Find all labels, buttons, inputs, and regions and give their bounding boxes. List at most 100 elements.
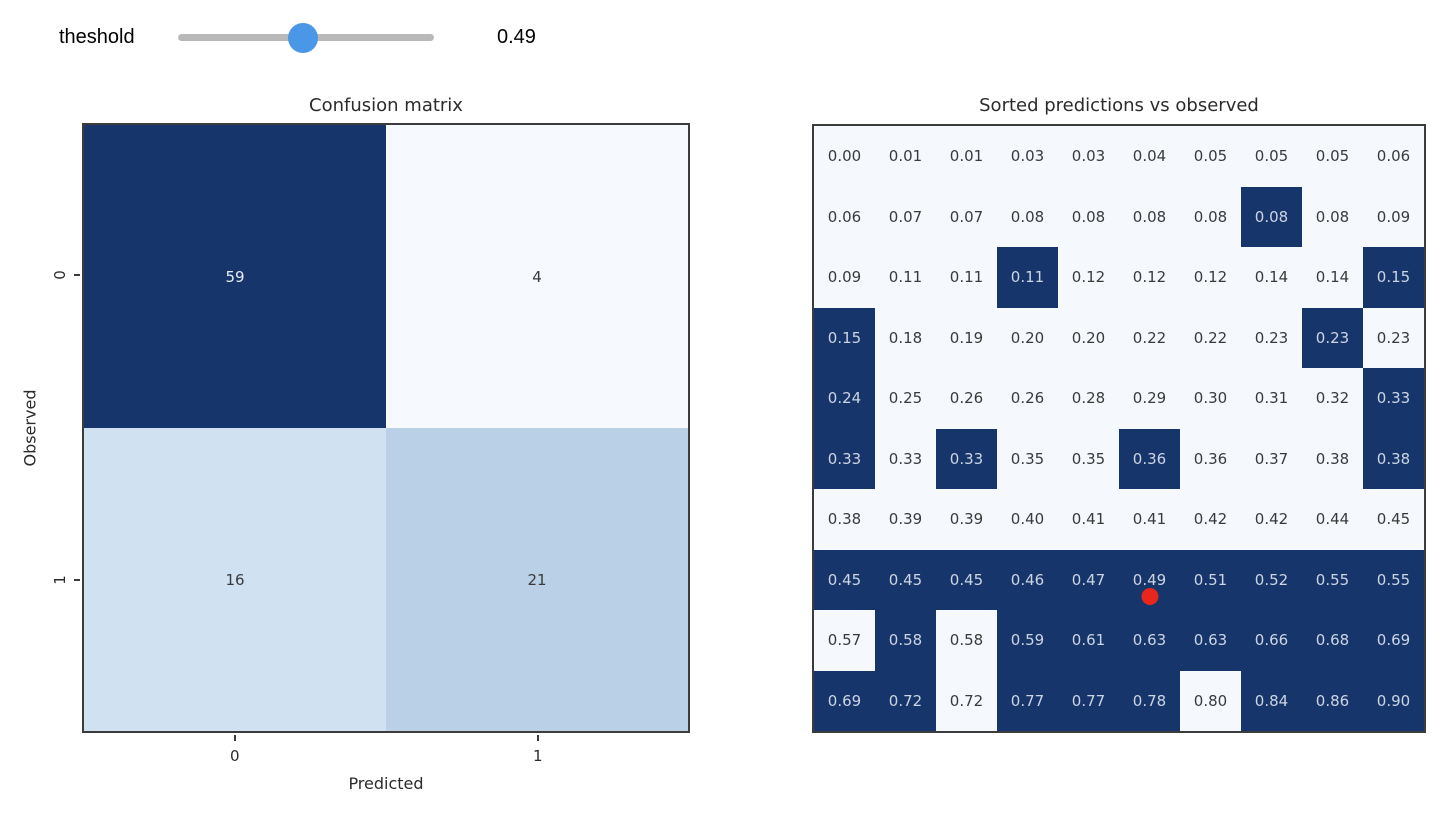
prediction-cell: 0.15 [814, 307, 875, 368]
prediction-cell: 0.45 [1363, 489, 1424, 550]
threshold-marker-dot [1141, 588, 1158, 605]
prediction-cell: 0.09 [814, 247, 875, 308]
prediction-cell: 0.45 [814, 549, 875, 610]
prediction-cell: 0.39 [875, 489, 936, 550]
confusion-matrix-cell: 16 [84, 428, 386, 731]
x-tick-0: 0 [230, 747, 240, 765]
x-tick-mark-1 [537, 735, 539, 741]
prediction-cell: 0.40 [997, 489, 1058, 550]
prediction-cell: 0.55 [1302, 549, 1363, 610]
prediction-cell: 0.45 [875, 549, 936, 610]
prediction-cell: 0.07 [875, 186, 936, 247]
prediction-cell: 0.15 [1363, 247, 1424, 308]
prediction-cell: 0.63 [1180, 610, 1241, 671]
prediction-cell: 0.45 [936, 549, 997, 610]
confusion-matrix-cell: 21 [386, 428, 688, 731]
confusion-matrix-cell: 4 [386, 125, 688, 428]
prediction-cell: 0.12 [1119, 247, 1180, 308]
y-tick-1: 1 [51, 575, 69, 585]
prediction-cell: 0.26 [936, 368, 997, 429]
prediction-cell: 0.08 [1058, 186, 1119, 247]
prediction-cell: 0.58 [936, 610, 997, 671]
prediction-cell: 0.08 [1180, 186, 1241, 247]
prediction-cell: 0.37 [1241, 428, 1302, 489]
prediction-cell: 0.01 [936, 126, 997, 187]
y-tick-mark-1 [74, 579, 80, 581]
prediction-cell: 0.11 [936, 247, 997, 308]
prediction-cell: 0.00 [814, 126, 875, 187]
prediction-cell: 0.52 [1241, 549, 1302, 610]
prediction-cell: 0.18 [875, 307, 936, 368]
prediction-cell: 0.33 [1363, 368, 1424, 429]
prediction-cell: 0.80 [1180, 670, 1241, 731]
prediction-cell: 0.77 [1058, 670, 1119, 731]
prediction-cell: 0.55 [1363, 549, 1424, 610]
prediction-cell: 0.35 [997, 428, 1058, 489]
prediction-cell: 0.42 [1180, 489, 1241, 550]
prediction-cell: 0.90 [1363, 670, 1424, 731]
prediction-cell: 0.77 [997, 670, 1058, 731]
prediction-cell: 0.05 [1180, 126, 1241, 187]
prediction-cell: 0.04 [1119, 126, 1180, 187]
prediction-cell: 0.33 [814, 428, 875, 489]
prediction-cell: 0.25 [875, 368, 936, 429]
prediction-cell: 0.36 [1180, 428, 1241, 489]
prediction-cell: 0.22 [1180, 307, 1241, 368]
prediction-cell: 0.39 [936, 489, 997, 550]
confusion-matrix-plot: 59 4 16 21 [82, 123, 690, 733]
prediction-cell: 0.47 [1058, 549, 1119, 610]
prediction-cell: 0.20 [997, 307, 1058, 368]
prediction-cell: 0.29 [1119, 368, 1180, 429]
prediction-cell: 0.14 [1302, 247, 1363, 308]
prediction-cell: 0.68 [1302, 610, 1363, 671]
prediction-cell: 0.31 [1241, 368, 1302, 429]
threshold-widget-row: theshold 0.49 [0, 0, 1448, 74]
prediction-cell: 0.42 [1241, 489, 1302, 550]
slider-value-readout: 0.49 [497, 26, 536, 48]
prediction-cell: 0.59 [997, 610, 1058, 671]
slider-label: theshold [59, 26, 135, 48]
prediction-cell: 0.05 [1241, 126, 1302, 187]
threshold-slider-handle[interactable] [288, 22, 319, 53]
prediction-cell: 0.41 [1119, 489, 1180, 550]
prediction-cell: 0.44 [1302, 489, 1363, 550]
prediction-cell: 0.38 [1363, 428, 1424, 489]
prediction-cell: 0.58 [875, 610, 936, 671]
prediction-cell: 0.35 [1058, 428, 1119, 489]
confusion-matrix-cell: 59 [84, 125, 386, 428]
y-tick-mark-0 [74, 274, 80, 276]
prediction-cell: 0.51 [1180, 549, 1241, 610]
prediction-cell: 0.08 [1241, 186, 1302, 247]
x-tick-1: 1 [533, 747, 543, 765]
prediction-cell: 0.19 [936, 307, 997, 368]
prediction-cell: 0.84 [1241, 670, 1302, 731]
prediction-cell: 0.03 [1058, 126, 1119, 187]
prediction-cell: 0.08 [997, 186, 1058, 247]
prediction-cell: 0.08 [1119, 186, 1180, 247]
prediction-cell: 0.66 [1241, 610, 1302, 671]
prediction-cell: 0.03 [997, 126, 1058, 187]
prediction-cell: 0.11 [875, 247, 936, 308]
prediction-cell: 0.72 [875, 670, 936, 731]
prediction-cell: 0.61 [1058, 610, 1119, 671]
prediction-cell: 0.05 [1302, 126, 1363, 187]
prediction-cell: 0.28 [1058, 368, 1119, 429]
prediction-cell: 0.30 [1180, 368, 1241, 429]
prediction-cell: 0.12 [1180, 247, 1241, 308]
prediction-cell: 0.72 [936, 670, 997, 731]
prediction-cell: 0.22 [1119, 307, 1180, 368]
sorted-predictions-title: Sorted predictions vs observed [979, 95, 1259, 116]
x-tick-mark-0 [234, 735, 236, 741]
prediction-cell: 0.06 [1363, 126, 1424, 187]
prediction-cell: 0.23 [1363, 307, 1424, 368]
prediction-cell: 0.01 [875, 126, 936, 187]
confusion-matrix-title: Confusion matrix [309, 95, 463, 116]
prediction-cell: 0.33 [936, 428, 997, 489]
y-axis-label: Observed [20, 389, 40, 467]
x-axis-label: Predicted [348, 774, 424, 793]
threshold-slider-track[interactable] [178, 22, 434, 53]
prediction-cell: 0.07 [936, 186, 997, 247]
prediction-cell: 0.23 [1302, 307, 1363, 368]
prediction-cell: 0.38 [1302, 428, 1363, 489]
